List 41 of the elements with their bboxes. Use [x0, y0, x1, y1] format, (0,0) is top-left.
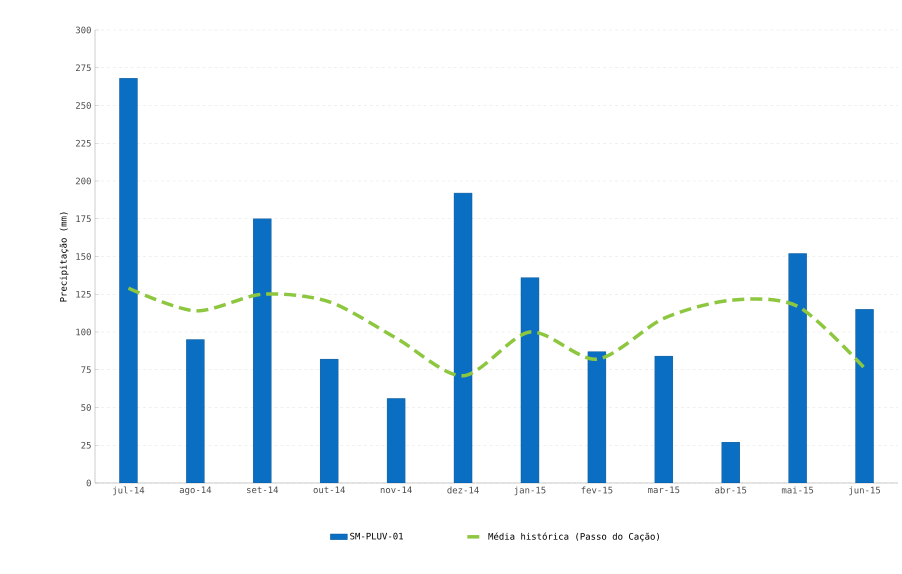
- y-tick-label: 300: [76, 26, 91, 34]
- x-tick-label: nov-14: [380, 486, 412, 494]
- x-tick-label: jan-15: [514, 486, 546, 496]
- y-tick-label: 25: [81, 442, 91, 449]
- y-tick-label: 100: [76, 328, 91, 336]
- bar: [253, 218, 272, 483]
- x-tick-label: mai-15: [782, 486, 814, 494]
- x-tick-label: jul-14: [113, 486, 144, 496]
- legend-label: Média histórica (Passo do Cação): [488, 532, 659, 542]
- y-tick-label: 125: [76, 290, 91, 298]
- y-tick-label: 75: [81, 366, 91, 374]
- x-tick-label: ago-14: [180, 486, 212, 495]
- y-tick-label: 275: [76, 64, 91, 72]
- bar: [520, 277, 540, 483]
- y-tick-label: 0: [86, 480, 91, 486]
- bar: [722, 442, 740, 483]
- bar: [588, 351, 606, 483]
- x-tick-label: fev-15: [582, 486, 612, 494]
- x-tick-label: jun-15: [849, 486, 880, 496]
- x-tick-label: mar-15: [648, 486, 680, 494]
- bar: [186, 339, 205, 483]
- bar: [119, 78, 138, 483]
- x-tick-label: set-14: [247, 486, 278, 494]
- y-tick-label: 50: [81, 404, 91, 411]
- x-tick-label: abr-15: [715, 486, 746, 494]
- bar: [320, 358, 338, 483]
- legend-label: SM-PLUV-01: [350, 532, 403, 540]
- y-tick-label: 150: [76, 253, 91, 260]
- y-tick-label: 225: [76, 140, 91, 147]
- bar: [654, 356, 673, 483]
- x-tick-label: out-14: [314, 486, 345, 494]
- y-axis-title: Precipitação (mm): [60, 212, 68, 302]
- line-series: [126, 286, 866, 378]
- y-tick-label: 250: [76, 102, 91, 109]
- bar: [788, 253, 807, 483]
- bar: [454, 192, 472, 483]
- y-tick-label: 175: [76, 215, 91, 222]
- bar: [386, 398, 406, 483]
- y-tick-label: 200: [76, 178, 91, 184]
- bar: [855, 309, 874, 483]
- x-tick-label: dez-14: [447, 486, 479, 494]
